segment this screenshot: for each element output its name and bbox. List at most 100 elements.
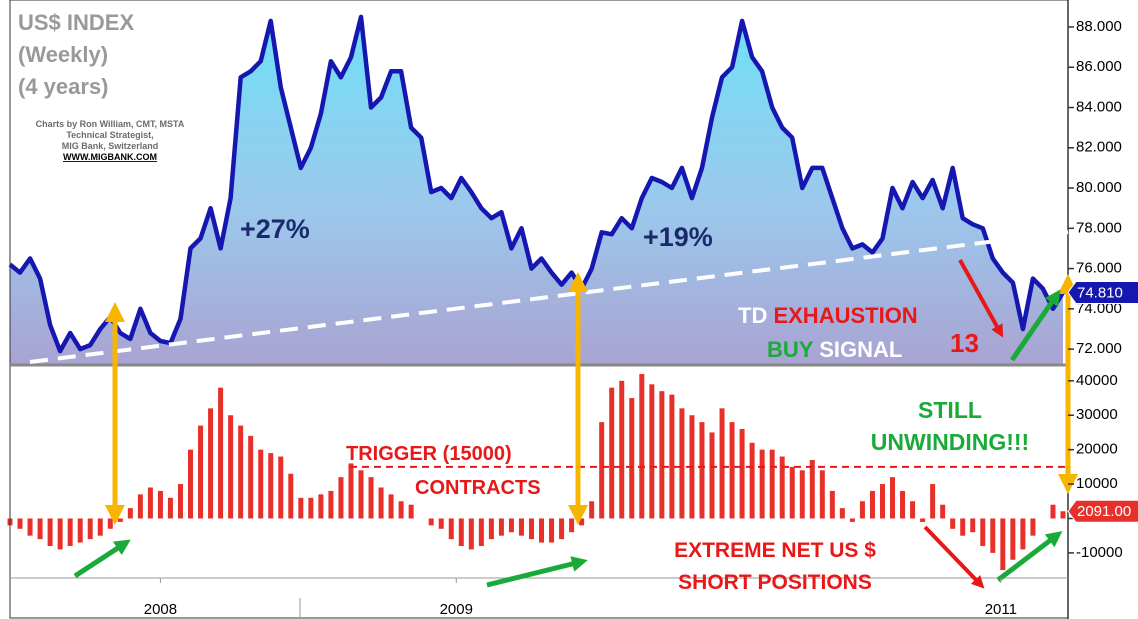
title: US$ INDEX <box>18 10 134 35</box>
y-tick-label: 72.000 <box>1076 340 1122 357</box>
bar <box>719 408 725 519</box>
y-tick-label: 30000 <box>1076 406 1118 423</box>
bar <box>388 494 394 519</box>
arrow <box>923 525 985 589</box>
bar <box>198 425 204 519</box>
y-tick-label: 10000 <box>1076 475 1118 492</box>
bar <box>970 518 976 533</box>
bar <box>920 518 926 522</box>
bar <box>940 504 946 519</box>
value-tag-bg <box>1067 281 1138 305</box>
bar <box>408 504 414 519</box>
annotation: SHORT POSITIONS <box>678 571 872 594</box>
bar <box>779 456 785 519</box>
annotation: +19% <box>643 222 713 252</box>
bar <box>157 490 163 519</box>
bar <box>809 459 815 519</box>
bar <box>890 477 896 519</box>
bar <box>839 508 845 519</box>
bar <box>739 429 745 519</box>
bar <box>348 463 354 519</box>
arrow <box>486 556 588 588</box>
bar <box>177 484 183 519</box>
annotation: STILL <box>918 397 982 423</box>
annotation: BUY SIGNAL <box>767 337 902 362</box>
bar <box>799 470 805 519</box>
bar <box>589 501 595 519</box>
bar <box>869 490 875 519</box>
bar <box>147 487 153 519</box>
annotation-part: SIGNAL <box>819 337 902 362</box>
bar <box>338 477 344 519</box>
annotation: TRIGGER (15000) <box>346 443 512 465</box>
arrow <box>996 531 1063 582</box>
bar <box>47 518 53 546</box>
bar <box>819 470 825 519</box>
title: (Weekly) <box>18 42 108 67</box>
y-tick-label: 88.000 <box>1076 18 1122 35</box>
bar <box>539 518 545 543</box>
bar <box>518 518 524 536</box>
annotation-part: EXHAUSTION <box>773 303 917 328</box>
bar <box>378 487 384 519</box>
title: (4 years) <box>18 74 109 99</box>
bar <box>498 518 504 536</box>
bar <box>238 425 244 519</box>
bar <box>208 408 214 519</box>
bar <box>258 449 264 519</box>
value-tag: 2091.00 <box>1067 499 1138 523</box>
bar <box>990 518 996 553</box>
bar <box>228 415 234 519</box>
y-tick-label: -10000 <box>1076 544 1123 561</box>
y-tick-label: 82.000 <box>1076 139 1122 156</box>
bar <box>278 456 284 519</box>
bar <box>599 422 605 519</box>
arrow <box>958 259 1004 338</box>
bar <box>288 473 294 519</box>
bar <box>829 490 835 519</box>
y-tick-label: 40000 <box>1076 372 1118 389</box>
bar <box>458 518 464 546</box>
plot-layer <box>7 14 1068 571</box>
bar <box>1030 518 1036 536</box>
bar <box>508 518 514 533</box>
bar <box>368 477 374 519</box>
bar <box>930 484 936 519</box>
bar <box>438 518 444 529</box>
y-tick-label: 86.000 <box>1076 58 1122 75</box>
bar <box>298 497 304 519</box>
bar <box>769 449 775 519</box>
credit: Charts by Ron William, CMT, MSTA <box>36 119 185 129</box>
annotation: TD EXHAUSTION <box>738 303 918 328</box>
credit: Technical Strategist, <box>66 130 153 140</box>
value-tag: 74.810 <box>1067 281 1138 305</box>
bar <box>248 435 254 519</box>
arrow <box>1009 289 1061 362</box>
annotation: +27% <box>240 214 310 244</box>
bar <box>428 518 434 526</box>
bar <box>729 422 735 519</box>
value-label: 2091.00 <box>1077 503 1131 520</box>
annotation: EXTREME NET US $ <box>674 539 876 562</box>
bar <box>900 490 906 519</box>
bar <box>218 387 224 519</box>
annotation-part: TD <box>738 303 767 328</box>
credit-link: WWW.MIGBANK.COM <box>63 152 157 162</box>
trendline <box>29 230 1069 364</box>
credit: MIG Bank, Switzerland <box>62 141 159 151</box>
bar <box>308 497 314 519</box>
y-tick-label: 20000 <box>1076 441 1118 458</box>
bar <box>699 422 705 519</box>
bar <box>358 470 364 519</box>
bar <box>619 380 625 519</box>
x-tick-label: 2009 <box>440 601 473 618</box>
bar <box>1000 518 1006 571</box>
bar <box>609 387 615 519</box>
bar <box>749 442 755 519</box>
bar <box>910 501 916 519</box>
bar <box>117 518 123 522</box>
bar <box>669 394 675 519</box>
bar <box>649 384 655 519</box>
x-tick-label: 2011 <box>985 601 1017 618</box>
